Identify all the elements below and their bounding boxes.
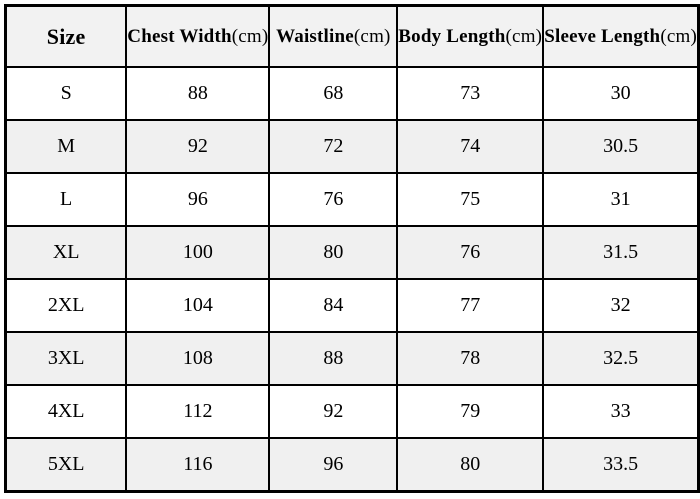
chest-width-cell: 88: [125, 66, 271, 121]
column-header-unit: (cm): [660, 25, 697, 47]
table-row: 4XL 112 92 79 33: [4, 384, 700, 439]
table-row: L 96 76 75 31: [4, 172, 700, 227]
column-header-label: Sleeve Length: [544, 25, 661, 47]
body-length-cell: 80: [396, 437, 545, 493]
table-row: 5XL 116 96 80 33.5: [4, 437, 700, 493]
column-header-body-length: Body Length(cm): [396, 4, 545, 68]
table-row: 2XL 104 84 77 32: [4, 278, 700, 333]
size-cell: M: [4, 119, 128, 174]
size-cell: 2XL: [4, 278, 128, 333]
sleeve-length-cell: 32.5: [542, 331, 700, 386]
waistline-cell: 68: [268, 66, 399, 121]
chest-width-cell: 108: [125, 331, 271, 386]
size-chart-table: Size Chest Width(cm) Waistline(cm) Body …: [4, 4, 700, 493]
body-length-cell: 78: [396, 331, 545, 386]
size-cell: 5XL: [4, 437, 128, 493]
body-length-cell: 74: [396, 119, 545, 174]
body-length-cell: 76: [396, 225, 545, 280]
waistline-cell: 76: [268, 172, 399, 227]
sleeve-length-cell: 31: [542, 172, 700, 227]
body-length-cell: 73: [396, 66, 545, 121]
column-header-unit: (cm): [353, 25, 391, 47]
column-header-sleeve-length: Sleeve Length(cm): [542, 4, 700, 68]
size-chart-container: Size Chest Width(cm) Waistline(cm) Body …: [4, 4, 700, 493]
header-row: Size Chest Width(cm) Waistline(cm) Body …: [4, 4, 700, 68]
size-cell: XL: [4, 225, 128, 280]
sleeve-length-cell: 33: [542, 384, 700, 439]
size-cell: 4XL: [4, 384, 128, 439]
table-row: S 88 68 73 30: [4, 66, 700, 121]
waistline-cell: 96: [268, 437, 399, 493]
chest-width-cell: 96: [125, 172, 271, 227]
sleeve-length-cell: 32: [542, 278, 700, 333]
sleeve-length-cell: 31.5: [542, 225, 700, 280]
column-header-label: Body Length: [398, 25, 506, 47]
waistline-cell: 72: [268, 119, 399, 174]
size-cell: S: [4, 66, 128, 121]
size-cell: 3XL: [4, 331, 128, 386]
waistline-cell: 84: [268, 278, 399, 333]
chest-width-cell: 112: [125, 384, 271, 439]
column-header-size: Size: [4, 4, 128, 68]
chest-width-cell: 92: [125, 119, 271, 174]
column-header-label: Size: [46, 23, 86, 49]
waistline-cell: 80: [268, 225, 399, 280]
body-length-cell: 77: [396, 278, 545, 333]
sleeve-length-cell: 30.5: [542, 119, 700, 174]
table-body: S 88 68 73 30 M 92 72 74 30.5 L 96 76 75…: [4, 66, 700, 493]
column-header-chest-width: Chest Width(cm): [125, 4, 271, 68]
waistline-cell: 92: [268, 384, 399, 439]
column-header-unit: (cm): [505, 25, 543, 47]
sleeve-length-cell: 30: [542, 66, 700, 121]
column-header-label: Waistline: [276, 25, 354, 47]
table-row: XL 100 80 76 31.5: [4, 225, 700, 280]
size-cell: L: [4, 172, 128, 227]
sleeve-length-cell: 33.5: [542, 437, 700, 493]
body-length-cell: 75: [396, 172, 545, 227]
table-row: 3XL 108 88 78 32.5: [4, 331, 700, 386]
table-row: M 92 72 74 30.5: [4, 119, 700, 174]
table-header: Size Chest Width(cm) Waistline(cm) Body …: [4, 4, 700, 68]
chest-width-cell: 116: [125, 437, 271, 493]
column-header-waistline: Waistline(cm): [268, 4, 399, 68]
body-length-cell: 79: [396, 384, 545, 439]
column-header-unit: (cm): [231, 25, 269, 47]
chest-width-cell: 104: [125, 278, 271, 333]
waistline-cell: 88: [268, 331, 399, 386]
column-header-label: Chest Width: [127, 25, 232, 47]
chest-width-cell: 100: [125, 225, 271, 280]
